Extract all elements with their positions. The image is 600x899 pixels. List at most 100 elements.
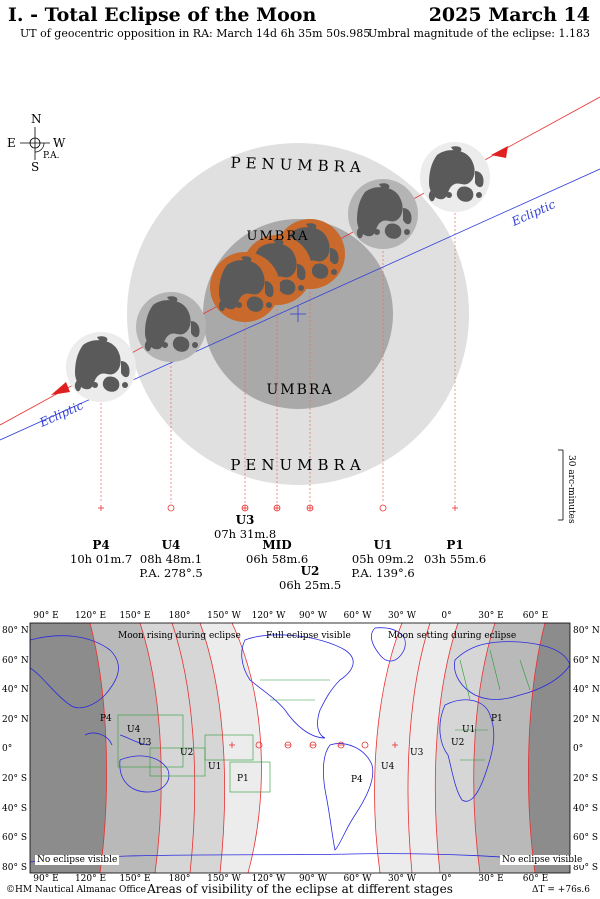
stage-p1: P1 03h 55m.6 <box>424 538 487 566</box>
latitude-label: 0° <box>2 744 13 755</box>
path-arrow-icon <box>491 146 508 158</box>
svg-text:P.A.: P.A. <box>43 151 60 161</box>
curve-label-p1-right: P1 <box>491 714 503 724</box>
no-eclipse-left: No eclipse visible <box>35 855 120 865</box>
penumbra-label-top: PENUMBRA <box>230 154 366 177</box>
longitude-label: 60° W <box>343 874 372 884</box>
longitude-label: 60° W <box>343 611 372 621</box>
delta-t: ΔT = +76s.6 <box>532 885 590 895</box>
region-full-label: Full eclipse visible <box>266 631 351 641</box>
curve-label-u4-left: U4 <box>127 725 141 735</box>
contact-markers <box>98 504 458 512</box>
svg-text:30 arc-minutes: 30 arc-minutes <box>566 455 576 524</box>
stage-p4: P4 10h 01m.7 <box>70 538 133 566</box>
longitude-label: 60° E <box>522 611 549 621</box>
latitude-label: 80° N <box>2 626 29 636</box>
latitude-label: 60° N <box>2 655 29 666</box>
longitude-label: 180° <box>168 874 191 884</box>
svg-text:S: S <box>31 160 39 174</box>
latitude-label: 40° S <box>573 803 598 814</box>
longitude-label: 120° W <box>251 611 286 621</box>
umbral-magnitude: Umbral magnitude of the eclipse: 1.183 <box>367 27 590 40</box>
longitude-label: 30° E <box>478 874 504 884</box>
latitude-label: 40° S <box>2 803 27 814</box>
curve-label-u4-right: U4 <box>381 762 395 772</box>
stage-u3: U3 07h 31m.8 <box>214 513 277 541</box>
moon-p1 <box>420 142 490 212</box>
latitude-label: 20° S <box>2 774 27 784</box>
eclipse-title: I. - Total Eclipse of the Moon <box>8 4 317 26</box>
orientation-compass: N S E W P.A. <box>7 112 66 174</box>
latitude-label: 60° N <box>573 655 600 666</box>
curve-label-p4-right: P4 <box>351 775 363 785</box>
opposition-time: UT of geocentric opposition in RA: March… <box>20 27 371 40</box>
longitude-label: 90° E <box>33 874 59 884</box>
stage-mid: MID 06h 58m.6 <box>246 538 309 566</box>
longitude-label: 90° W <box>298 611 328 621</box>
moon-p4 <box>66 332 136 402</box>
longitude-label: 150° E <box>119 611 151 621</box>
latitude-label: 80° N <box>573 626 600 636</box>
ecliptic-label-right: Ecliptic <box>509 197 558 229</box>
curve-label-u3-right: U3 <box>410 748 424 758</box>
ecliptic-label-left: Ecliptic <box>37 398 86 430</box>
latitude-label: 20° N <box>573 714 600 725</box>
no-eclipse-right: No eclipse visible <box>500 855 585 865</box>
longitude-label: 30° W <box>387 611 417 621</box>
map-frame <box>29 622 571 874</box>
curve-label-u1-left: U1 <box>208 762 222 772</box>
latitude-label: 40° N <box>2 685 29 696</box>
longitude-label: 120° E <box>74 874 107 884</box>
longitude-label: 180° <box>168 611 191 621</box>
longitude-label: 150° E <box>119 874 151 884</box>
stage-u1: U1 05h 09m.2 P.A. 139°.6 <box>351 538 415 580</box>
latitude-label: 60° S <box>2 833 27 844</box>
stage-u4: U4 08h 48m.1 P.A. 278°.5 <box>139 538 203 580</box>
longitude-label: 150° W <box>207 874 241 884</box>
moon-u1 <box>348 179 418 249</box>
region-setting-label: Moon setting during eclipse <box>388 631 517 641</box>
latitude-label: 40° N <box>573 685 600 696</box>
longitude-label: 0° <box>441 611 452 621</box>
longitude-label: 120° E <box>74 611 107 621</box>
svg-text:W: W <box>53 136 66 150</box>
svg-text:N: N <box>31 112 42 126</box>
penumbra-label-bottom: PENUMBRA <box>230 456 365 474</box>
curve-label-p4-left: P4 <box>100 714 112 724</box>
curve-label-u3-left: U3 <box>138 738 152 748</box>
moon-u4 <box>136 292 206 362</box>
umbra-label-top: UMBRA <box>247 229 310 244</box>
longitude-label: 30° E <box>478 611 504 621</box>
scale-bar: 30 arc-minutes <box>558 449 576 524</box>
shadow-center-marker <box>290 306 306 322</box>
curve-label-u2-left: U2 <box>180 748 194 758</box>
latitude-label: 80° S <box>573 862 598 873</box>
map-caption: Areas of visibility of the eclipse at di… <box>147 882 453 896</box>
eclipse-date: 2025 March 14 <box>428 4 590 26</box>
curve-label-p1-left: P1 <box>237 774 249 784</box>
longitude-label: 0° <box>441 874 452 884</box>
longitude-label: 120° W <box>251 874 286 884</box>
latitude-label: 80° S <box>2 862 27 873</box>
path-arrow-icon <box>51 382 70 395</box>
umbra-label-bottom: UMBRA <box>266 382 333 398</box>
longitude-label: 90° E <box>33 611 59 621</box>
stage-guides <box>100 213 456 503</box>
longitude-label: 60° E <box>522 874 549 884</box>
latitude-label: 60° S <box>573 833 598 844</box>
moon-u3 <box>210 252 280 322</box>
latitude-label: 20° N <box>2 714 29 725</box>
stage-u2: U2 06h 25m.5 <box>279 564 342 592</box>
curve-label-u1-right: U1 <box>462 725 476 735</box>
curve-label-u2-right: U2 <box>451 738 465 748</box>
copyright: ©HM Nautical Almanac Office <box>6 885 146 895</box>
longitude-label: 90° W <box>298 874 328 884</box>
region-rising-label: Moon rising during eclipse <box>118 631 241 641</box>
latitude-label: 0° <box>573 744 584 755</box>
latitude-label: 20° S <box>573 774 598 784</box>
longitude-label: 150° W <box>207 611 241 621</box>
longitude-label: 30° W <box>387 874 417 884</box>
svg-text:E: E <box>7 136 16 150</box>
world-map <box>30 623 570 873</box>
